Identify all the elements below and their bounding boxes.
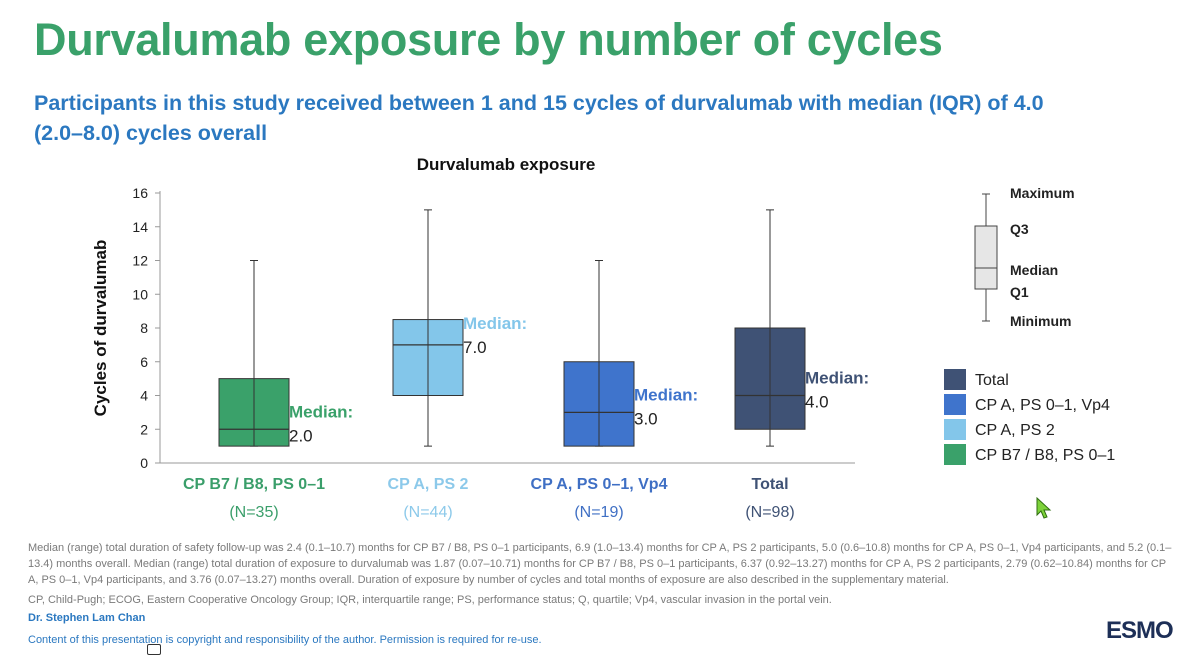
legend-label: CP A, PS 0–1, Vp4 bbox=[975, 397, 1110, 414]
y-tick-label: 8 bbox=[140, 320, 148, 336]
caption-icon[interactable] bbox=[147, 644, 161, 655]
x-category-n: (N=98) bbox=[745, 504, 794, 521]
page-title: Durvalumab exposure by number of cycles bbox=[34, 14, 943, 65]
median-annotation-value: 2.0 bbox=[289, 426, 313, 445]
boxplot-chart: Durvalumab exposure Cycles of durvalumab 0… bbox=[91, 155, 1115, 521]
x-category-label: CP A, PS 0–1, Vp4 bbox=[531, 476, 668, 493]
median-annotation-label: Median: bbox=[289, 402, 353, 421]
median-annotation-label: Median: bbox=[463, 314, 527, 333]
key-label-maximum: Maximum bbox=[1010, 185, 1075, 201]
key-box bbox=[974, 225, 998, 290]
footnote-durations: Median (range) total duration of safety … bbox=[28, 542, 1172, 586]
x-category-label: CP B7 / B8, PS 0–1 bbox=[183, 476, 325, 493]
x-category-n: (N=35) bbox=[229, 504, 278, 521]
y-tick-label: 2 bbox=[140, 421, 148, 437]
x-category-n: (N=44) bbox=[403, 504, 452, 521]
y-tick-label: 12 bbox=[132, 253, 148, 269]
esmo-logo-text: ESMO bbox=[1106, 617, 1174, 644]
median-annotation-label: Median: bbox=[805, 369, 869, 388]
legend-swatch bbox=[944, 369, 966, 390]
y-tick-label: 14 bbox=[132, 219, 148, 235]
footnote-abbreviations: CP, Child-Pugh; ECOG, Eastern Cooperativ… bbox=[28, 594, 832, 606]
legend-swatch bbox=[944, 444, 966, 465]
key-label-minimum: Minimum bbox=[1010, 313, 1071, 329]
y-axis-label: Cycles of durvalumab bbox=[91, 240, 110, 417]
x-category-n: (N=19) bbox=[574, 504, 623, 521]
presenter-name: Dr. Stephen Lam Chan bbox=[28, 612, 146, 624]
y-tick-label: 6 bbox=[140, 354, 148, 370]
legend-swatch bbox=[944, 394, 966, 415]
key-label-q3: Q3 bbox=[1010, 221, 1029, 237]
key-label-q1: Q1 bbox=[1010, 284, 1029, 300]
x-category-label: CP A, PS 2 bbox=[388, 476, 469, 493]
median-annotation-value: 7.0 bbox=[463, 338, 487, 357]
median-annotation-label: Median: bbox=[634, 385, 698, 404]
median-annotation-value: 3.0 bbox=[634, 409, 658, 428]
median-annotation-value: 4.0 bbox=[805, 393, 829, 412]
copyright-notice: Content of this presentation is copyrigh… bbox=[28, 634, 542, 646]
chart-title: Durvalumab exposure bbox=[417, 155, 596, 174]
x-category-label: Total bbox=[751, 476, 788, 493]
y-tick-label: 0 bbox=[140, 455, 148, 471]
legend-label: CP A, PS 2 bbox=[975, 422, 1055, 439]
mouse-cursor-icon bbox=[1036, 497, 1052, 519]
legend-swatch bbox=[944, 419, 966, 440]
key-label-median: Median bbox=[1010, 262, 1058, 278]
legend-label: Total bbox=[975, 372, 1009, 389]
y-tick-label: 16 bbox=[132, 185, 148, 201]
page-subtitle: Participants in this study received betw… bbox=[34, 91, 1044, 145]
y-tick-label: 4 bbox=[140, 388, 148, 404]
y-tick-label: 10 bbox=[132, 286, 148, 302]
legend-label: CP B7 / B8, PS 0–1 bbox=[975, 447, 1115, 464]
esmo-logo: ESMO bbox=[1106, 617, 1188, 645]
